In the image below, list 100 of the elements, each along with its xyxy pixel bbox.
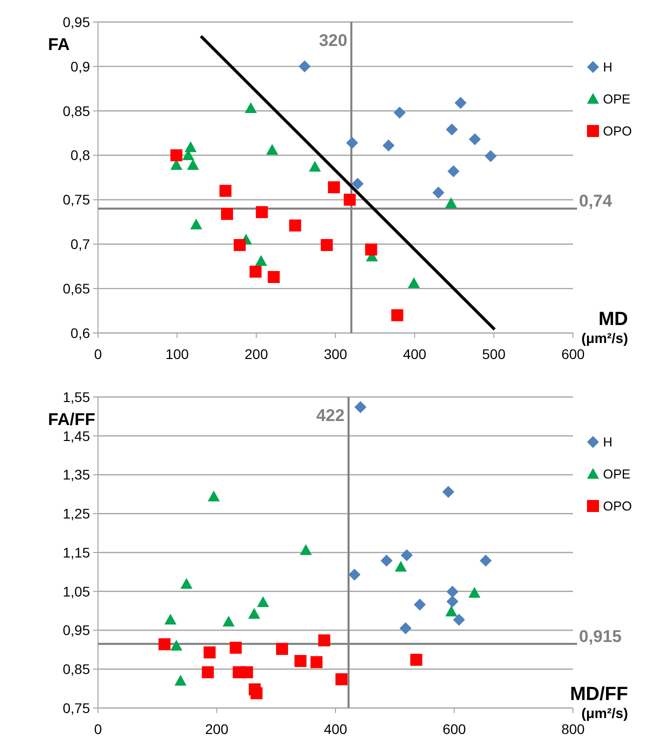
point: [365, 243, 378, 256]
point: [190, 218, 202, 230]
y-axis-title: FA/FF: [48, 410, 96, 429]
point: [310, 656, 322, 668]
ref-line-label: 320: [318, 31, 348, 50]
x-tick-label: 500: [482, 346, 506, 362]
point: [391, 309, 404, 322]
x-tick-label: 200: [244, 346, 268, 362]
point: [480, 554, 492, 567]
x-tick-label: 200: [205, 721, 229, 737]
point: [202, 666, 214, 678]
ref-line-label: 0,915: [579, 626, 622, 646]
x-tick-label: 100: [165, 346, 190, 362]
y-tick-label: 0,85: [62, 661, 90, 678]
point: [346, 136, 358, 149]
point: [180, 578, 192, 589]
point: [268, 271, 280, 284]
point: [394, 106, 406, 119]
point: [174, 674, 187, 686]
point: [414, 598, 426, 611]
point: [170, 149, 182, 162]
point: [300, 544, 312, 555]
point: [446, 586, 458, 598]
point: [234, 239, 246, 252]
point: [468, 586, 480, 598]
point: [294, 654, 306, 667]
point: [447, 165, 460, 178]
point: [354, 401, 366, 414]
point: [410, 654, 422, 666]
x-tick-label: 0: [94, 346, 102, 362]
point: [484, 150, 497, 162]
point: [328, 181, 340, 194]
y-axis-title: FA: [48, 35, 70, 54]
ref-line-label: 422: [316, 406, 345, 425]
point: [248, 608, 260, 619]
point: [184, 141, 197, 152]
point: [380, 554, 393, 567]
point: [445, 606, 458, 616]
point: [250, 687, 263, 700]
y-tick-label: 0,8: [70, 147, 90, 164]
point: [454, 96, 467, 109]
y-tick-label: 0,65: [62, 280, 90, 296]
legend-label: OPO: [603, 124, 632, 139]
y-tick-label: 1,25: [62, 506, 90, 522]
point: [445, 197, 458, 208]
x-tick-label: 400: [324, 721, 348, 737]
y-tick-label: 0,6: [70, 324, 90, 341]
point: [442, 486, 454, 498]
legend-label: OPE: [603, 466, 631, 482]
point: [320, 239, 333, 252]
point: [255, 255, 268, 266]
point: [432, 186, 444, 199]
point: [344, 194, 356, 206]
point: [400, 549, 413, 562]
point: [241, 666, 254, 678]
point: [222, 616, 235, 626]
x-tick-label: 0: [94, 721, 102, 737]
point: [453, 614, 465, 626]
y-tick-label: 0,9: [70, 58, 90, 74]
x-tick-label: 600: [561, 346, 585, 362]
legend-label: OPO: [603, 498, 632, 514]
y-tick-label: 1,45: [62, 428, 90, 444]
point: [230, 642, 242, 654]
y-tick-label: 1,35: [62, 466, 90, 483]
point: [408, 277, 420, 288]
legend-label: H: [603, 60, 612, 75]
point: [289, 219, 302, 232]
ref-line-label: 0,74: [579, 192, 613, 211]
point: [298, 60, 311, 72]
y-tick-label: 0,75: [62, 700, 90, 716]
point: [308, 160, 321, 172]
point: [266, 144, 278, 155]
legend-label: H: [603, 434, 612, 450]
point: [446, 595, 458, 608]
point: [244, 102, 257, 113]
x-tick-label: 300: [324, 346, 348, 362]
point: [400, 622, 412, 634]
x-axis-title: MD/FF (μm²/s): [570, 684, 628, 721]
point: [219, 184, 232, 197]
point: [221, 208, 234, 220]
point: [257, 596, 270, 608]
point: [318, 634, 330, 646]
point: [164, 614, 176, 625]
y-tick-label: 0,7: [70, 236, 90, 252]
y-tick-label: 1,15: [62, 544, 90, 560]
y-tick-label: 0,95: [62, 14, 90, 30]
point: [348, 568, 360, 581]
x-tick-label: 600: [442, 721, 466, 737]
y-tick-label: 0,95: [62, 622, 90, 638]
point: [446, 124, 458, 136]
legend-label: OPE: [603, 92, 631, 107]
point: [170, 640, 182, 651]
x-tick-label: 400: [402, 346, 427, 362]
x-tick-label: 800: [561, 721, 585, 737]
y-tick-label: 0,75: [62, 192, 90, 208]
point: [256, 206, 268, 218]
point: [468, 133, 481, 146]
point: [187, 159, 199, 170]
y-tick-label: 1,55: [62, 388, 90, 405]
y-tick-label: 0,85: [62, 102, 90, 119]
